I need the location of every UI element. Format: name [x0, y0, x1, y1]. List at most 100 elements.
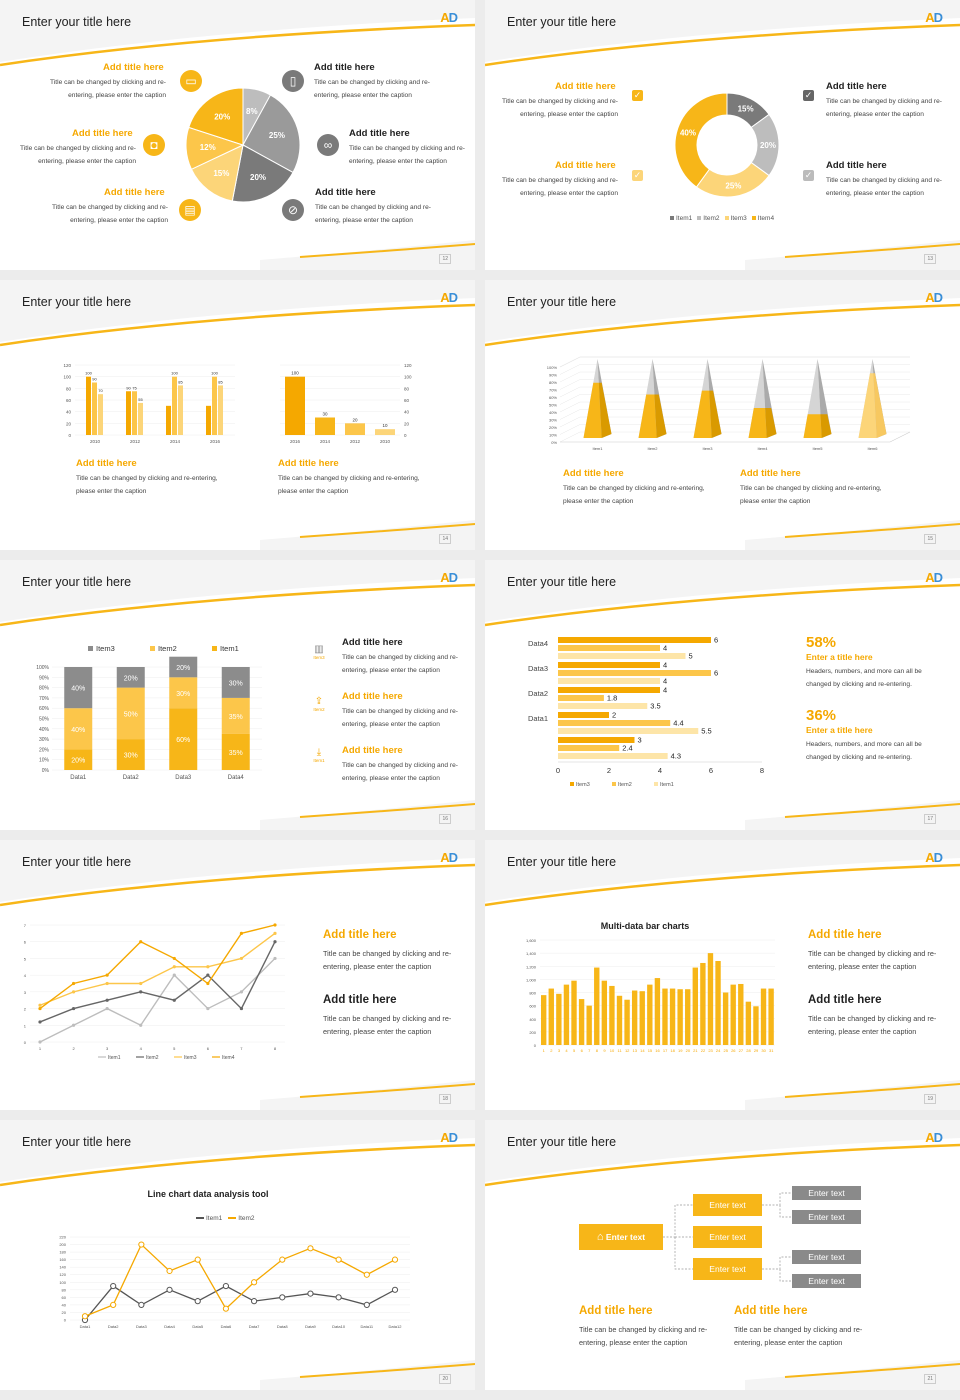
slide-8[interactable]: Enter your title here AD Multi-data bar … — [485, 840, 960, 1110]
slide-title[interactable]: Enter your title here — [22, 855, 132, 869]
item-title[interactable]: Add title here — [76, 458, 137, 469]
item-caption[interactable]: Title can be changed by clicking and re-… — [342, 708, 458, 728]
bar — [86, 376, 91, 435]
slide-title[interactable]: Enter your title here — [507, 855, 617, 869]
item-title[interactable]: Add title here — [734, 1305, 808, 1317]
stat-value[interactable]: 58% — [806, 634, 837, 651]
item-title[interactable]: Add title here — [555, 81, 616, 92]
slide-title[interactable]: Enter your title here — [22, 575, 132, 589]
flow-level3[interactable]: Enter text — [792, 1250, 861, 1264]
slide-title[interactable]: Enter your title here — [22, 1135, 132, 1149]
item-title[interactable]: Add title here — [103, 62, 164, 73]
page-number: 21 — [924, 1374, 936, 1384]
item-title[interactable]: Add title here — [323, 929, 397, 941]
y-tick-label: 40 — [404, 410, 410, 415]
slide-9[interactable]: Enter your title here AD Line chart data… — [0, 1120, 475, 1390]
item-title[interactable]: Add title here — [342, 637, 403, 648]
page-number: 14 — [439, 534, 451, 544]
item-title[interactable]: Add title here — [72, 128, 133, 139]
item-title[interactable]: Add title here — [314, 62, 375, 73]
bar — [98, 394, 103, 435]
item-caption[interactable]: Title can be changed by clicking and re-… — [50, 79, 166, 99]
item-caption[interactable]: Title can be changed by clicking and re-… — [734, 1325, 863, 1347]
flow-level2[interactable]: Enter text — [693, 1258, 762, 1280]
checkbox-icon[interactable]: ✓ — [632, 170, 643, 181]
item-caption[interactable]: Title can be changed by clicking and re-… — [278, 475, 420, 495]
item-caption[interactable]: Title can be changed by clicking and re-… — [740, 485, 882, 505]
item-title[interactable]: Add title here — [579, 1305, 653, 1317]
segment-label: 30% — [229, 680, 243, 687]
item-title[interactable]: Add title here — [740, 468, 801, 479]
slide-5[interactable]: Enter your title here AD 100% 90% 80% 70% 60… — [0, 560, 475, 830]
item-title[interactable]: Add title here — [323, 994, 397, 1006]
item-caption[interactable]: Title can be changed by clicking and re-… — [315, 204, 431, 224]
slide-6[interactable]: Enter your title here AD 6 4 5 4 6 4 4 1.8 3.5 2 4… — [485, 560, 960, 830]
flow-level3[interactable]: Enter text — [792, 1186, 861, 1200]
item-caption[interactable]: Title can be changed by clicking and re-… — [20, 145, 136, 165]
slide-10[interactable]: Enter your title here AD ⌂ Enter text En… — [485, 1120, 960, 1390]
checkbox-icon[interactable]: ✓ — [632, 90, 643, 101]
item-title[interactable]: Add title here — [342, 691, 403, 702]
item-caption[interactable]: Title can be changed by clicking and re-… — [502, 98, 618, 118]
item-caption[interactable]: Title can be changed by clicking and re-… — [502, 177, 618, 197]
pyramid-fill — [748, 407, 767, 438]
item-caption[interactable]: Title can be changed by clicking and re-… — [52, 204, 168, 224]
y-tick-label: 120 — [63, 363, 71, 368]
item-title[interactable]: Add title here — [808, 929, 882, 941]
stat-text[interactable]: Headers, numbers, and more can all be ch… — [806, 741, 922, 761]
item-title[interactable]: Add title here — [278, 458, 339, 469]
flow-root[interactable]: ⌂ Enter text — [579, 1224, 663, 1250]
item-caption[interactable]: Title can be changed by clicking and re-… — [826, 177, 942, 197]
checkbox-icon[interactable]: ✓ — [803, 90, 814, 101]
slide-title[interactable]: Enter your title here — [22, 15, 132, 29]
item-caption[interactable]: Title can be changed by clicking and re-… — [808, 949, 937, 971]
item-caption[interactable]: Title can be changed by clicking and re-… — [808, 1014, 937, 1036]
item-caption[interactable]: Title can be changed by clicking and re-… — [826, 98, 942, 118]
item-caption[interactable]: Title can be changed by clicking and re-… — [342, 762, 458, 782]
flow-level3[interactable]: Enter text — [792, 1210, 861, 1224]
item-caption[interactable]: Title can be changed by clicking and re-… — [76, 475, 218, 495]
item-caption[interactable]: Title can be changed by clicking and re-… — [579, 1325, 708, 1347]
slide-2[interactable]: Enter your title here AD Add title here … — [485, 0, 960, 270]
flow-level3[interactable]: Enter text — [792, 1274, 861, 1288]
stat-value[interactable]: 36% — [806, 707, 837, 724]
item-title[interactable]: Add title here — [342, 745, 403, 756]
slide-title[interactable]: Enter your title here — [507, 575, 617, 589]
item-caption[interactable]: Title can be changed by clicking and re-… — [323, 1014, 452, 1036]
y-tick-label: 200 — [59, 1242, 66, 1247]
x-tick-label: 2010 — [380, 439, 391, 444]
item-title[interactable]: Add title here — [349, 128, 410, 139]
book-icon: ▤ — [179, 199, 201, 221]
item-title[interactable]: Add title here — [104, 187, 165, 198]
flow-level2[interactable]: Enter text — [693, 1194, 762, 1216]
x-tick-label: 8 — [760, 766, 764, 775]
slide-title[interactable]: Enter your title here — [507, 15, 617, 29]
item-caption[interactable]: Title can be changed by clicking and re-… — [323, 949, 452, 971]
item-title[interactable]: Add title here — [826, 81, 887, 92]
item-title[interactable]: Add title here — [826, 160, 887, 171]
stat-label[interactable]: Enter a title here — [806, 725, 873, 735]
slide-title[interactable]: Enter your title here — [22, 295, 132, 309]
slide-1[interactable]: Enter your title here AD Add title here … — [0, 0, 475, 270]
checkbox-icon[interactable]: ✓ — [803, 170, 814, 181]
item-caption[interactable]: Title can be changed by clicking and re-… — [563, 485, 705, 505]
item-title[interactable]: Add title here — [555, 160, 616, 171]
item-title[interactable]: Add title here — [315, 187, 376, 198]
item-caption[interactable]: Title can be changed by clicking and re-… — [314, 79, 430, 99]
item-caption[interactable]: Title can be changed by clicking and re-… — [349, 145, 465, 165]
item-title[interactable]: Add title here — [808, 994, 882, 1006]
slide-3[interactable]: Enter your title here AD 120 100 80 60 40 20 0… — [0, 280, 475, 550]
slide-4[interactable]: Enter your title here AD 100% 90% 80% 70% 60… — [485, 280, 960, 550]
item-caption[interactable]: Title can be changed by clicking and re-… — [342, 654, 458, 674]
slide-title[interactable]: Enter your title here — [507, 1135, 617, 1149]
stat-text[interactable]: Headers, numbers, and more can all be ch… — [806, 668, 922, 688]
flow-level2[interactable]: Enter text — [693, 1226, 762, 1248]
legend-label: Item2 — [158, 644, 177, 653]
y-tick-label: 0% — [551, 440, 557, 445]
x-tick-label: Data5 — [192, 1324, 203, 1329]
pyramid-fill-side — [765, 407, 777, 438]
item-title[interactable]: Add title here — [563, 468, 624, 479]
stat-label[interactable]: Enter a title here — [806, 652, 873, 662]
slide-title[interactable]: Enter your title here — [507, 295, 617, 309]
